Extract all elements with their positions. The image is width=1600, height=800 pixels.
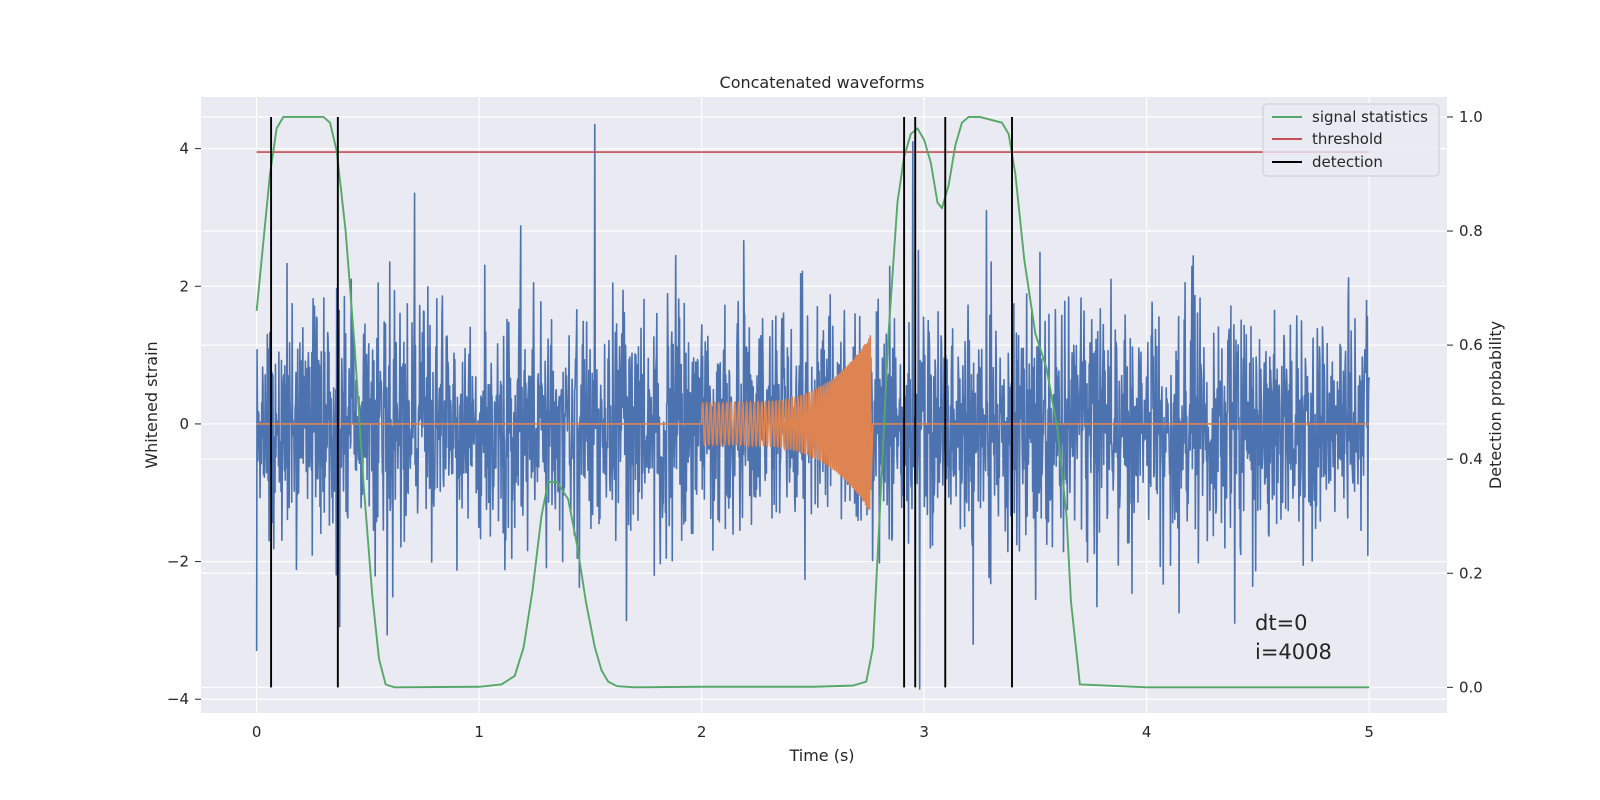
x-tick-label: 0 [252,723,262,741]
waveform-series-line [256,335,1370,510]
y2-tick-label: 0.6 [1459,336,1483,354]
signal-statistics-line [255,116,1370,689]
annotation-dt: dt=0 [1255,611,1308,635]
legend-label-signal: signal statistics [1312,108,1428,126]
y2-tick-label: 0.4 [1459,450,1483,468]
y2-tick-label: 1.0 [1459,108,1483,126]
y-axis-label: Whitened strain [142,341,161,468]
legend: signal statistics threshold detection [1262,103,1440,177]
y-tick-label: −4 [167,690,189,708]
y-tick-label: −2 [167,553,189,571]
data-layer [255,116,1370,690]
y2-tick-label: 0.0 [1459,678,1483,696]
x-tick-label: 2 [697,723,707,741]
x-tick-label: 1 [474,723,484,741]
y-tick-label: 0 [179,415,189,433]
tick-layer: 0 1 2 3 4 5 −4 −2 0 2 4 0.0 0.2 0.4 0.6 0.8 1.0 [167,108,1483,741]
y2-tick-label: 0.8 [1459,222,1483,240]
legend-label-threshold: threshold [1312,130,1383,148]
chart-title: Concatenated waveforms [720,73,925,92]
x-tick-label: 4 [1142,723,1152,741]
y2-axis-label: Detection probability [1486,321,1505,489]
x-tick-label: 3 [919,723,929,741]
x-tick-label: 5 [1364,723,1374,741]
y2-tick-label: 0.2 [1459,564,1483,582]
legend-box [1262,103,1440,177]
annotation-i: i=4008 [1255,640,1332,664]
legend-label-detection: detection [1312,153,1383,171]
x-axis-label: Time (s) [788,746,854,765]
y-tick-label: 2 [179,277,189,295]
y-tick-label: 4 [179,140,189,158]
